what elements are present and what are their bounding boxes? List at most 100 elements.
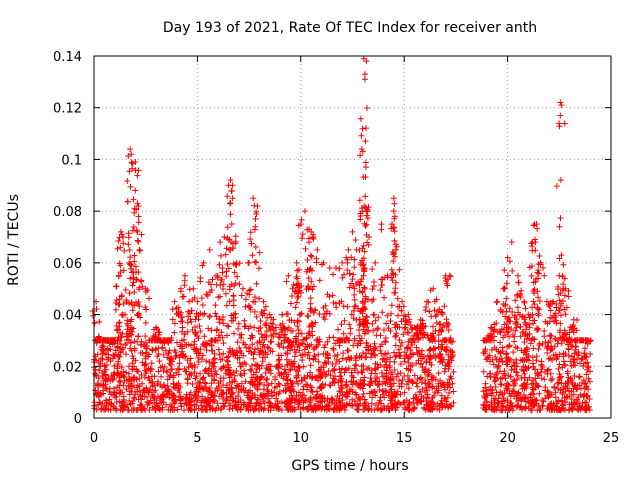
data-point [536, 406, 543, 413]
data-point [429, 384, 436, 391]
data-point [557, 99, 564, 106]
data-point [111, 362, 118, 369]
data-point [306, 343, 313, 350]
data-point [204, 399, 211, 406]
data-point [336, 397, 343, 404]
data-point [226, 406, 233, 413]
data-point [137, 247, 144, 254]
data-point [251, 324, 258, 331]
data-point [502, 301, 509, 308]
data-point [113, 389, 120, 396]
data-point [408, 350, 415, 357]
data-point [509, 308, 516, 315]
data-point [542, 387, 549, 394]
data-point [205, 370, 212, 377]
data-point [545, 366, 552, 373]
data-point [392, 324, 399, 331]
data-point [171, 320, 178, 327]
data-point [388, 395, 395, 402]
data-point [213, 405, 220, 412]
data-point [149, 383, 156, 390]
data-point [429, 407, 436, 414]
data-point [195, 359, 202, 366]
y-tick-label: 0.1 [61, 153, 82, 168]
data-point [357, 396, 364, 403]
data-point [361, 76, 368, 83]
data-point [377, 332, 384, 339]
data-point [387, 354, 394, 361]
data-point [256, 249, 263, 256]
y-tick-label: 0.04 [53, 309, 82, 324]
data-point [529, 247, 536, 254]
data-point [286, 367, 293, 374]
data-point [401, 312, 408, 319]
data-point [499, 398, 506, 405]
data-point [120, 398, 127, 405]
data-point [417, 361, 424, 368]
data-point [139, 283, 146, 290]
data-point [529, 311, 536, 318]
data-point [391, 391, 398, 398]
data-point [352, 236, 359, 243]
data-point [176, 366, 183, 373]
data-point [94, 351, 101, 358]
data-point [574, 355, 581, 362]
data-point [258, 405, 265, 412]
data-point [234, 273, 241, 280]
data-point [283, 376, 290, 383]
data-point [123, 386, 130, 393]
data-point [178, 403, 185, 410]
x-tick-label: 5 [193, 431, 201, 446]
data-point [319, 403, 326, 410]
data-point [118, 292, 125, 299]
data-point [234, 339, 241, 346]
data-point [252, 378, 259, 385]
data-point [338, 382, 345, 389]
data-point [127, 254, 134, 261]
data-point [405, 385, 412, 392]
data-point [295, 293, 302, 300]
data-point [509, 331, 516, 338]
data-point [527, 391, 534, 398]
data-point [437, 352, 444, 359]
data-point [117, 334, 124, 341]
data-point [392, 353, 399, 360]
data-point [113, 327, 120, 334]
data-point [342, 337, 349, 344]
data-point [568, 396, 575, 403]
data-point [249, 252, 256, 259]
data-point [145, 375, 152, 382]
data-point [350, 271, 357, 278]
data-point [408, 377, 415, 384]
data-point [321, 369, 328, 376]
data-point [370, 296, 377, 303]
data-point [513, 376, 520, 383]
data-point [276, 381, 283, 388]
data-point [582, 399, 589, 406]
data-point [196, 383, 203, 390]
data-point [355, 394, 362, 401]
data-point [504, 272, 511, 279]
data-point [227, 199, 234, 206]
data-point [139, 387, 146, 394]
data-point [240, 339, 247, 346]
data-point [284, 406, 291, 413]
data-point [286, 405, 293, 412]
data-point [220, 400, 227, 407]
data-point [142, 319, 149, 326]
data-point [360, 390, 367, 397]
data-point [224, 396, 231, 403]
data-point [337, 405, 344, 412]
data-point [158, 399, 165, 406]
data-point [448, 348, 455, 355]
data-point [217, 282, 224, 289]
data-point [369, 266, 376, 273]
data-point [363, 350, 370, 357]
data-point [247, 395, 254, 402]
data-point [379, 356, 386, 363]
data-point [116, 234, 123, 241]
data-point [312, 319, 319, 326]
data-point [408, 341, 415, 348]
data-point [224, 332, 231, 339]
data-point [141, 374, 148, 381]
